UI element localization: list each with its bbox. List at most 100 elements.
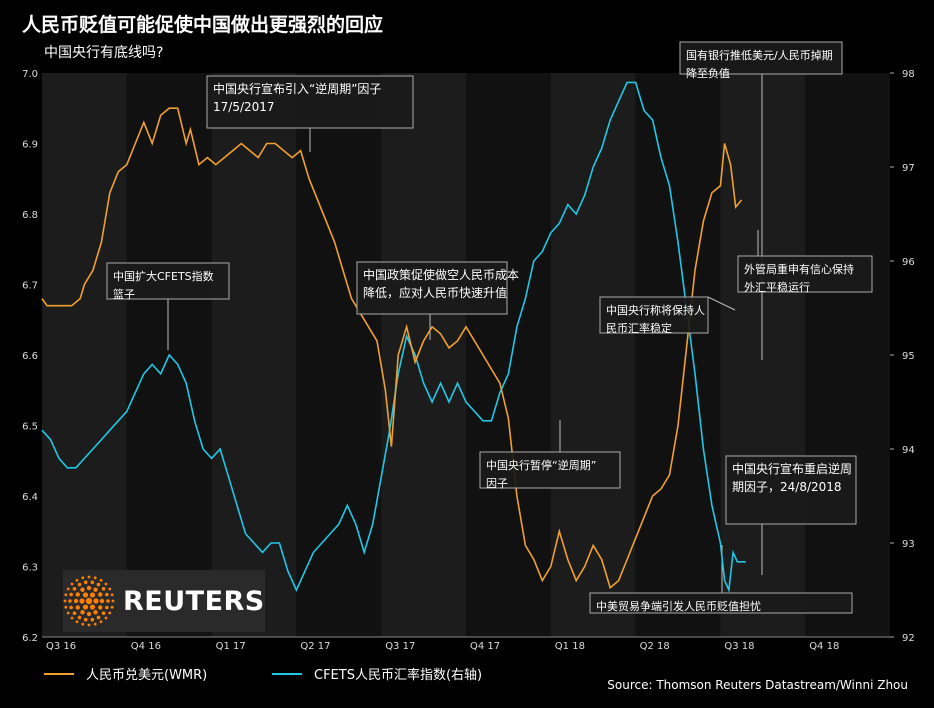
- legend-item-cny: 人民币兑美元(WMR): [44, 664, 207, 683]
- y-left-tick-label: 6.5: [22, 422, 38, 433]
- logo-dot: [110, 593, 114, 597]
- y-right-tick-label: 94: [902, 445, 915, 456]
- logo-dot: [87, 575, 91, 579]
- annotation-text: 外汇平稳运行: [744, 280, 810, 294]
- y-left-tick-label: 6.8: [22, 210, 38, 221]
- logo-dot: [63, 599, 67, 603]
- logo-dot: [93, 622, 97, 626]
- logo-dot: [83, 617, 88, 622]
- logo-dot: [93, 587, 98, 592]
- logo-dot: [66, 587, 70, 591]
- y-left-tick-label: 6.3: [22, 563, 38, 574]
- legend-swatch-cny: [44, 672, 74, 675]
- x-tick-label: Q4 16: [131, 641, 161, 652]
- logo-dot: [82, 604, 89, 610]
- annotation-box: [106, 262, 230, 300]
- logo-dot: [110, 605, 114, 609]
- annotation-1: 中国央行宣布引入“逆周期”因子 17/5/2017: [206, 75, 414, 129]
- quarter-band: [550, 73, 636, 637]
- logo-dot: [101, 586, 106, 591]
- annotation-text: 国有银行推低美元/人民币掉期: [686, 48, 833, 62]
- chart-title: 人民币贬值可能促使中国做出更强烈的回应: [22, 14, 384, 36]
- annotation-box: [589, 592, 853, 614]
- x-tick-label: Q2 18: [640, 641, 670, 652]
- logo-dot: [106, 599, 110, 603]
- logo-dot: [75, 605, 80, 610]
- annotation-text: 中国央行宣布引入“逆周期”因子: [213, 81, 381, 96]
- logo-dot: [75, 578, 79, 582]
- legend-label-cfets: CFETS人民币汇率指数(右轴): [314, 668, 483, 683]
- logo-dot: [83, 580, 88, 585]
- legend-swatch-cfets: [272, 672, 302, 675]
- quarter-band: [635, 73, 721, 637]
- logo-dot: [99, 578, 103, 582]
- logo-dot: [98, 592, 103, 597]
- legend-item-cfets: CFETS人民币汇率指数(右轴): [272, 664, 482, 683]
- annotation-box: [599, 296, 709, 334]
- y-left-tick-label: 6.7: [22, 281, 38, 292]
- logo-dot: [99, 620, 103, 624]
- logo-dot: [82, 592, 89, 598]
- x-tick-label: Q4 17: [470, 641, 500, 652]
- annotation-text: 中美贸易争端引发人民币贬值担忧: [596, 599, 761, 613]
- logo-dot: [85, 597, 93, 605]
- annotation-4: 中国央行暂停“逆周期” 因子: [479, 451, 621, 490]
- annotation-leader: [707, 296, 736, 311]
- logo-dot: [87, 623, 91, 627]
- reuters-dots-logo-icon: [63, 575, 115, 627]
- logo-dot: [70, 616, 74, 620]
- x-tick-label: Q4 18: [809, 641, 839, 652]
- logo-dot: [105, 592, 109, 597]
- annotation-text: 因子: [486, 477, 508, 490]
- annotation-box: [737, 255, 873, 293]
- annotation-text: 期因子，24/8/2018: [732, 480, 842, 494]
- logo-dot: [90, 580, 95, 585]
- x-tick-label: Q2 17: [300, 641, 330, 652]
- logo-dot: [70, 582, 74, 586]
- annotation-text: 外管局重申有信心保持: [744, 262, 854, 276]
- y-right-tick-label: 96: [902, 257, 915, 268]
- logo-dot: [79, 598, 85, 604]
- y-right-tick-label: 92: [902, 633, 915, 644]
- logo-dot: [96, 615, 101, 620]
- logo-dot: [86, 611, 92, 617]
- y-left-tick-label: 6.9: [22, 140, 38, 151]
- y-left-tick-label: 6.6: [22, 351, 38, 362]
- logo-dot: [64, 605, 68, 609]
- annotation-9: 中美贸易争端引发人民币贬值担忧: [589, 592, 853, 614]
- chart-subtitle: 中国央行有底线吗?: [44, 45, 164, 61]
- logo-dot: [81, 622, 85, 626]
- logo-dot: [68, 599, 72, 603]
- logo-dot: [90, 617, 95, 622]
- logo-dot: [105, 605, 109, 610]
- y-left-tick-label: 6.4: [22, 492, 38, 503]
- annotation-box: [206, 75, 414, 129]
- logo-dot: [89, 592, 96, 598]
- logo-dot: [93, 610, 98, 615]
- annotation-text: 中国央行称将保持人: [606, 303, 705, 317]
- logo-dot: [111, 599, 115, 603]
- logo-dot: [93, 598, 99, 604]
- logo-dot: [104, 582, 108, 586]
- logo-dot: [77, 615, 82, 620]
- logo-dot: [72, 611, 77, 616]
- annotation-text: 民币汇率稳定: [606, 321, 672, 335]
- x-tick-label: Q1 17: [216, 641, 246, 652]
- logo-dot: [80, 587, 85, 592]
- logo-dot: [96, 582, 101, 587]
- logo-dot: [69, 605, 73, 610]
- reuters-logo: REUTERS: [63, 570, 265, 632]
- annotation-text: 中国央行宣布重启逆周: [732, 461, 852, 476]
- logo-dot: [89, 604, 96, 610]
- logo-dot: [93, 576, 97, 580]
- logo-dot: [64, 593, 68, 597]
- series-line-cfets: [41, 81, 746, 593]
- x-tick-label: Q3 16: [46, 641, 76, 652]
- logo-dot: [75, 620, 79, 624]
